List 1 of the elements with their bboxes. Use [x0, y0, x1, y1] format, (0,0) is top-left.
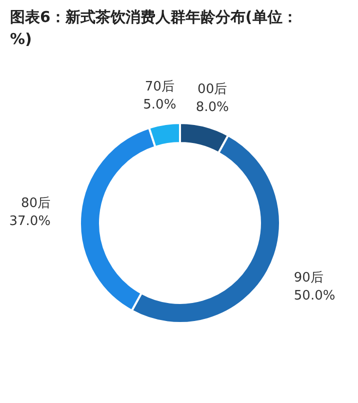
chart-title: 图表6：新式茶饮消费人群年龄分布(单位：%) — [10, 7, 298, 50]
